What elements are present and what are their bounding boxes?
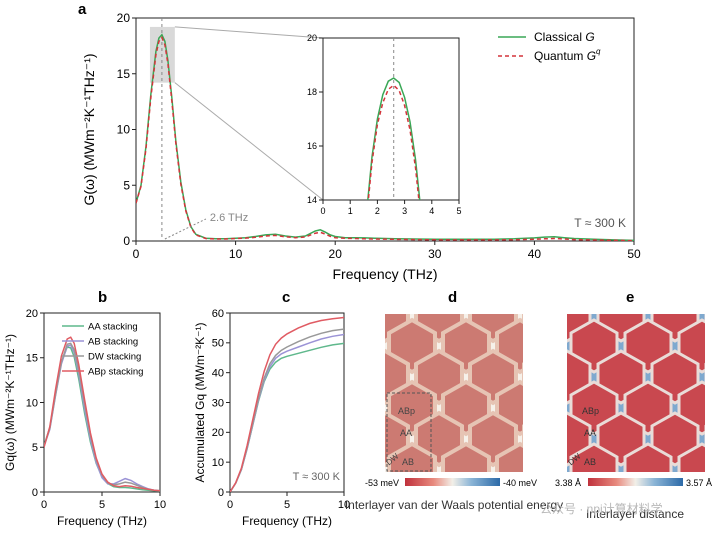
y-tick-label: 14 <box>307 195 317 205</box>
peak-annotation: 2.6 THz <box>210 212 248 224</box>
x-tick-label: 20 <box>329 247 343 261</box>
panel-a-inset: 0 1 2 3 4 5 14 16 18 20 <box>307 33 462 216</box>
region-abp-e: ABp <box>582 406 599 416</box>
series-line-dw-stacking <box>44 342 160 492</box>
temperature-label-a: T ≈ 300 K <box>574 216 626 230</box>
y-tick-label: 18 <box>307 87 317 97</box>
colorbar-d-min: -53 meV <box>365 478 399 488</box>
y-tick-label: 0 <box>123 234 130 248</box>
y-tick-label: 40 <box>212 368 224 380</box>
x-axis-label: Frequency (THz) <box>332 266 437 282</box>
x-tick-label: 40 <box>528 247 542 261</box>
x-tick-label: 1 <box>348 206 353 216</box>
y-tick-label: 20 <box>212 427 224 439</box>
y-tick-label: 15 <box>117 67 131 81</box>
inset-background <box>323 38 459 200</box>
y-tick-label: 20 <box>26 308 38 320</box>
legend-classical-label: Classical G <box>534 30 595 44</box>
legend-a: Classical G Quantum Gq <box>498 30 601 63</box>
x-tick-label: 10 <box>154 499 166 511</box>
y-tick-label: 20 <box>117 11 131 25</box>
x-tick-label: 4 <box>429 206 434 216</box>
legend-label-abp-stacking: ABp stacking <box>88 367 143 378</box>
x-tick-label: 2 <box>375 206 380 216</box>
watermark: 公众号 · npj计算材料学 <box>540 501 663 516</box>
y-tick-label: 60 <box>212 308 224 320</box>
x-tick-label: 5 <box>456 206 461 216</box>
y-tick-label: 0 <box>218 487 224 499</box>
y-axis-label: Accumulated Gq (MWm⁻²K⁻¹) <box>193 322 207 482</box>
colorbar-e <box>588 478 683 486</box>
series-line-quantum-gq <box>136 36 634 241</box>
panel-a-label: a <box>78 1 87 18</box>
x-tick-label: 0 <box>133 247 140 261</box>
region-ab-d: AB <box>402 457 414 467</box>
series-line-ab-stacking <box>230 333 344 492</box>
x-tick-label: 5 <box>99 499 105 511</box>
region-ab-e: AB <box>584 457 596 467</box>
y-axis-label: Gq(ω) (MWm⁻²K⁻¹THz⁻¹) <box>3 334 17 471</box>
y-axis-label: G(ω) (MWm⁻²K⁻¹THz⁻¹) <box>81 53 97 205</box>
y-tick-label: 5 <box>123 178 130 192</box>
y-tick-label: 10 <box>26 397 38 409</box>
y-tick-label: 16 <box>307 141 317 151</box>
y-tick-label: 0 <box>32 487 38 499</box>
series-line-quantum-gq <box>367 84 420 200</box>
series-line-classical-g <box>367 77 421 200</box>
zoom-connector-top <box>174 26 324 39</box>
temperature-label-c: T ≈ 300 K <box>293 471 341 483</box>
series-line-aa-stacking <box>230 342 344 492</box>
region-box-d <box>386 392 432 472</box>
region-aa-d: AA <box>400 428 412 438</box>
legend-label-aa-stacking: AA stacking <box>88 322 138 333</box>
colorbar-e-max: 3.57 Å <box>686 478 712 488</box>
panel-b: 0 5 10 0 5 10 15 20 Frequency (THz) Gq(ω) (MWm⁻²K… <box>3 308 166 528</box>
y-tick-label: 50 <box>212 338 224 350</box>
series-line-abp-stacking <box>44 336 160 492</box>
x-tick-label: 50 <box>627 247 641 261</box>
x-tick-label: 30 <box>428 247 442 261</box>
y-tick-label: 20 <box>307 33 317 43</box>
x-tick-label: 5 <box>284 499 290 511</box>
caption-d: Interlayer van der Waals potential energ… <box>345 498 563 512</box>
y-tick-label: 30 <box>212 397 224 409</box>
x-tick-label: 10 <box>338 499 350 511</box>
x-tick-label: 0 <box>320 206 325 216</box>
y-tick-label: 10 <box>117 123 131 137</box>
x-axis-label: Frequency (THz) <box>242 514 332 528</box>
plot-frame <box>135 17 635 242</box>
region-aa-e: AA <box>584 428 596 438</box>
legend-label-dw-stacking: DW stacking <box>88 352 141 363</box>
panel-e-label: e <box>626 289 634 306</box>
colorbar-d-max: -40 meV <box>503 478 537 488</box>
interlayer-distance-map <box>567 314 705 472</box>
zoom-connector-bottom <box>174 82 324 201</box>
y-tick-label: 5 <box>32 442 38 454</box>
x-tick-label: 3 <box>402 206 407 216</box>
potential-energy-map <box>385 314 523 472</box>
panel-d-label: d <box>448 289 457 306</box>
series-line-abp-stacking <box>230 316 344 492</box>
panel-c: 0 5 10 0 10 20 30 40 50 60 Frequency (THz) Accumula… <box>193 308 350 528</box>
region-abp-d: ABp <box>398 406 415 416</box>
x-tick-label: 0 <box>41 499 47 511</box>
y-tick-label: 10 <box>212 457 224 469</box>
legend-quantum-label: Quantum Gq <box>534 47 601 63</box>
panel-c-label: c <box>282 289 290 306</box>
x-axis-label: Frequency (THz) <box>57 514 147 528</box>
colorbar-e-min: 3.38 Å <box>555 478 581 488</box>
legend-label-ab-stacking: AB stacking <box>88 337 138 348</box>
x-tick-label: 10 <box>229 247 243 261</box>
y-tick-label: 15 <box>26 353 38 365</box>
plot-frame <box>43 312 161 493</box>
colorbar-d <box>405 478 500 486</box>
plot-frame <box>322 37 460 201</box>
series-line-dw-stacking <box>230 328 344 492</box>
panel-b-label: b <box>98 289 107 306</box>
caption-e: Interlayer distance <box>586 507 684 521</box>
x-tick-label: 0 <box>227 499 233 511</box>
plot-frame <box>229 312 345 493</box>
